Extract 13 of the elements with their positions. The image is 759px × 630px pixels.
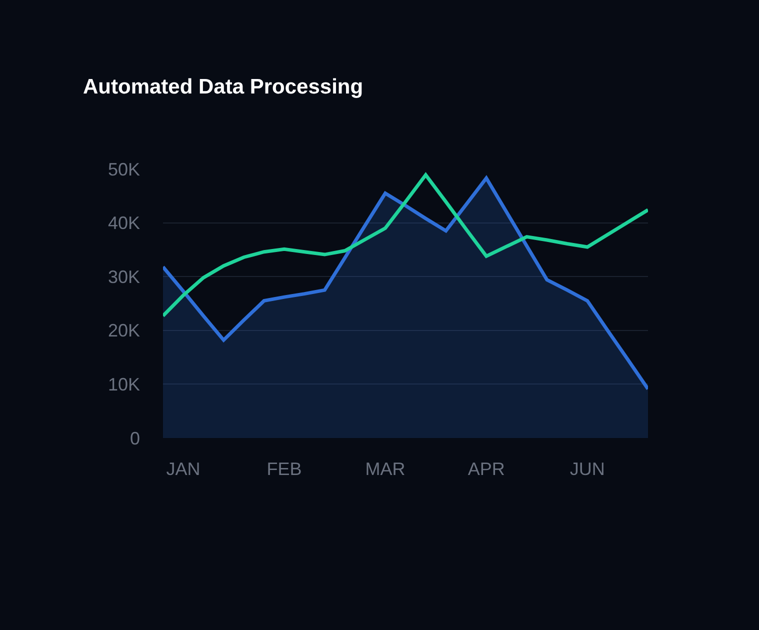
x-tick-label: FEB [266,459,302,479]
chart-title: Automated Data Processing [83,75,364,98]
y-tick-label: 0 [130,428,140,448]
line-series [163,173,648,318]
x-tick-label: JAN [166,459,200,479]
y-tick-label: 10K [108,374,140,394]
x-tick-label: APR [468,459,505,479]
y-tick-label: 40K [108,213,140,234]
x-tick-label: MAR [365,459,406,479]
y-tick-label: 30K [108,266,140,287]
y-tick-label: 50K [108,159,140,180]
y-tick-label: 20K [108,320,140,341]
x-tick-label: JUN [570,459,605,479]
